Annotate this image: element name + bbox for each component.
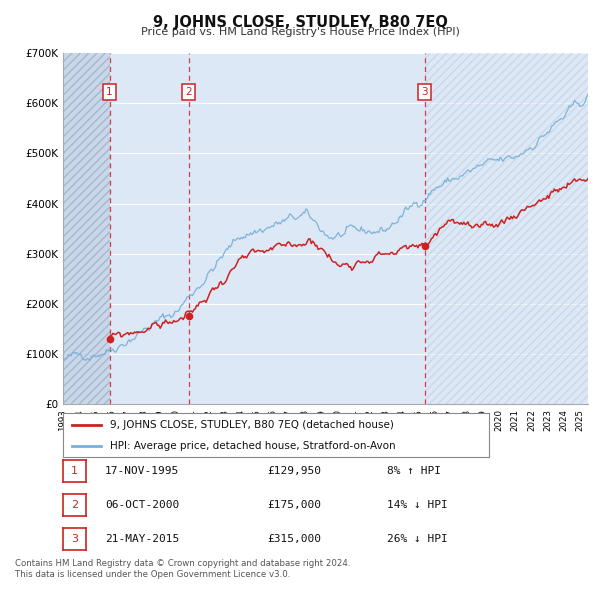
Text: 9, JOHNS CLOSE, STUDLEY, B80 7EQ (detached house): 9, JOHNS CLOSE, STUDLEY, B80 7EQ (detach…	[110, 421, 394, 430]
Text: 3: 3	[421, 87, 428, 97]
Text: £175,000: £175,000	[267, 500, 321, 510]
Text: 2: 2	[185, 87, 192, 97]
Text: Price paid vs. HM Land Registry's House Price Index (HPI): Price paid vs. HM Land Registry's House …	[140, 27, 460, 37]
Text: This data is licensed under the Open Government Licence v3.0.: This data is licensed under the Open Gov…	[15, 570, 290, 579]
Text: 1: 1	[71, 466, 78, 476]
Text: 2: 2	[71, 500, 78, 510]
Text: 06-OCT-2000: 06-OCT-2000	[105, 500, 179, 510]
Text: 8% ↑ HPI: 8% ↑ HPI	[387, 466, 441, 476]
Text: £315,000: £315,000	[267, 535, 321, 544]
Text: 1: 1	[106, 87, 113, 97]
Bar	[63, 53, 110, 404]
Text: 17-NOV-1995: 17-NOV-1995	[105, 466, 179, 476]
Bar	[425, 53, 588, 404]
Text: HPI: Average price, detached house, Stratford-on-Avon: HPI: Average price, detached house, Stra…	[110, 441, 395, 451]
Text: 26% ↓ HPI: 26% ↓ HPI	[387, 535, 448, 544]
Text: £129,950: £129,950	[267, 466, 321, 476]
Text: 3: 3	[71, 535, 78, 544]
Text: 21-MAY-2015: 21-MAY-2015	[105, 535, 179, 544]
Text: 9, JOHNS CLOSE, STUDLEY, B80 7EQ: 9, JOHNS CLOSE, STUDLEY, B80 7EQ	[152, 15, 448, 30]
Text: Contains HM Land Registry data © Crown copyright and database right 2024.: Contains HM Land Registry data © Crown c…	[15, 559, 350, 568]
Text: 14% ↓ HPI: 14% ↓ HPI	[387, 500, 448, 510]
